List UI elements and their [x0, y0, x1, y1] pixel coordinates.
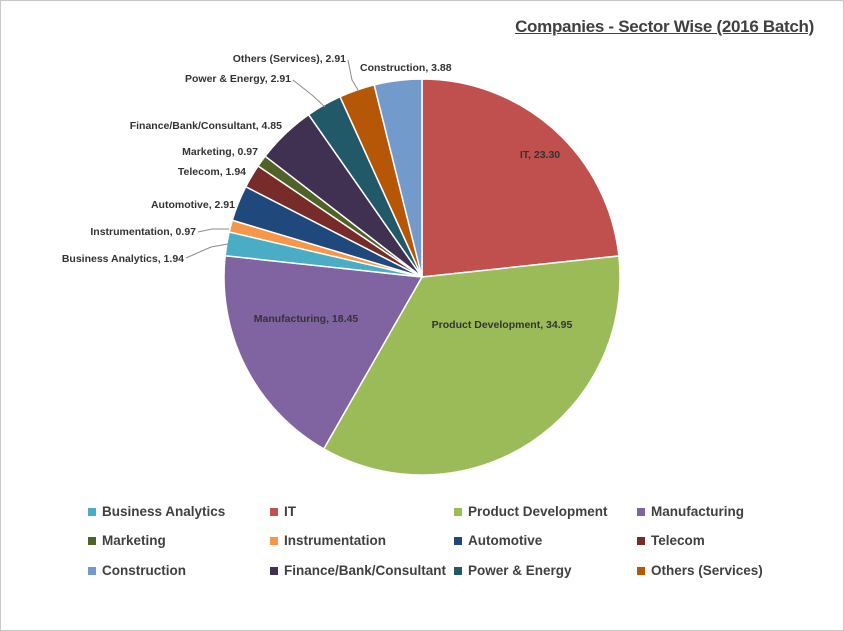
slice-label-it: IT, 23.30	[520, 149, 560, 161]
slice-label-product-development: Product Development, 34.95	[432, 319, 573, 331]
slice-label-power-energy: Power & Energy, 2.91	[185, 73, 291, 85]
pie-slice-product-development	[322, 255, 621, 476]
slice-label-telecom: Telecom, 1.94	[178, 166, 246, 178]
slice-label-manufacturing: Manufacturing, 18.45	[254, 313, 359, 325]
slice-label-finance-bank-consultant: Finance/Bank/Consultant, 4.85	[130, 120, 282, 132]
pie-slice-it	[421, 78, 620, 278]
chart-title: Companies - Sector Wise (2016 Batch)	[515, 17, 814, 36]
slice-label-instrumentation: Instrumentation, 0.97	[90, 226, 196, 238]
leader-line-others-services	[347, 59, 359, 91]
slice-label-others-services: Others (Services), 2.91	[233, 53, 346, 65]
slice-label-construction: Construction, 3.88	[360, 62, 452, 74]
pie-slice-construction	[373, 78, 423, 278]
leader-line-instrumentation	[197, 228, 229, 233]
slice-label-marketing: Marketing, 0.97	[182, 146, 258, 158]
slice-label-automotive: Automotive, 2.91	[151, 199, 235, 211]
leader-line-power-energy	[292, 79, 326, 108]
pie-slice-manufacturing	[223, 254, 424, 450]
slice-label-business-analytics: Business Analytics, 1.94	[62, 253, 184, 265]
leader-line-business-analytics	[185, 243, 229, 259]
